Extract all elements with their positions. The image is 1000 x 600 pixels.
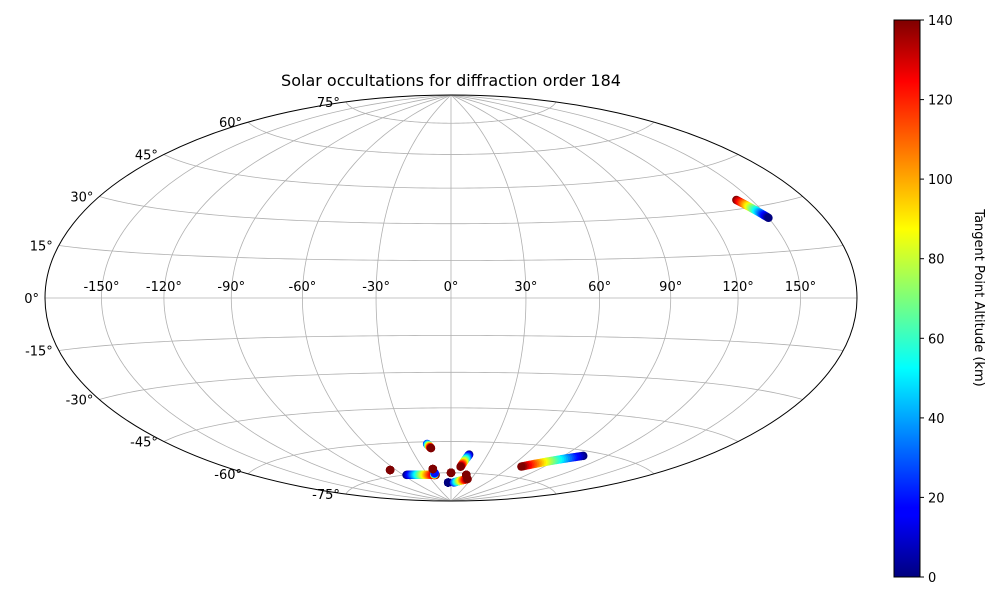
lon-tick-label: 150° [785,280,816,295]
occultation-point [462,470,471,480]
colorbar: 0 20 40 60 80 100 120 140 Tangent Point Altitud… [893,14,986,586]
lon-tick-label: 60° [588,280,611,295]
colorbar-tick-label: 40 [928,412,945,427]
lon-tick-label: -30° [362,280,390,295]
parallel-gridline [247,441,655,475]
parallel-gridline [99,196,803,225]
parallel-gridline [247,121,655,155]
colorbar-tick-label: 80 [928,253,945,268]
colorbar-gradient [893,19,921,578]
parallel-gridline [58,245,844,261]
lat-tick-label: -45° [130,436,158,451]
colorbar-tick-label: 20 [928,491,945,506]
colorbar-ticks: 0 20 40 60 80 100 120 140 [920,14,953,586]
parallel-gridline [99,371,803,400]
graticule [45,95,857,501]
map-outline [44,94,858,502]
lat-tick-label: 15° [30,240,53,255]
occultation-point [428,464,438,474]
lat-tick-label: 60° [219,116,242,131]
lat-tick-label: -15° [25,345,53,360]
hammer-map: -150° -120° -90° -60° -30° 0° 30° 60° 90° 120° 150… [24,94,858,503]
occultation-point [456,462,465,472]
lon-tick-label: 0° [444,280,459,295]
lon-tick-label: 30° [514,280,537,295]
lat-tick-label: -75° [312,488,340,503]
chart-title: Solar occultations for diffraction order… [281,71,621,90]
colorbar-tick-label: 60 [928,332,945,347]
lat-tick-label: 0° [24,292,39,307]
parallel-gridline [345,101,557,124]
occultation-points [385,195,773,487]
lon-tick-label: -120° [146,280,182,295]
lon-tick-label: -60° [289,280,317,295]
lon-tick-label: 90° [659,280,682,295]
occultation-point [426,444,436,453]
occultation-point [764,213,773,223]
colorbar-tick-label: 120 [928,94,953,109]
lat-tick-label: -60° [214,468,242,483]
longitude-tick-labels: -150° -120° -90° -60° -30° 0° 30° 60° 90° 120° 150… [83,280,816,295]
colorbar-label: Tangent Point Altitude (km) [971,208,986,386]
lon-tick-label: 120° [722,280,753,295]
occultation-point [446,468,456,477]
lon-tick-label: -150° [83,280,119,295]
occultation-point [385,465,395,475]
occultation-point [517,462,526,471]
lon-tick-label: -90° [217,280,245,295]
parallel-gridline [163,407,739,442]
latitude-tick-labels: 75° 60° 45° 30° 15° 0° -15° -30° -45° -60° -75° [24,96,340,503]
colorbar-tick-label: 140 [928,14,953,29]
parallel-gridline [58,335,844,351]
colorbar-tick-label: 100 [928,173,953,188]
lat-tick-label: 30° [70,191,93,206]
lat-tick-label: 45° [135,149,158,164]
parallel-gridline [163,154,739,189]
colorbar-tick-label: 0 [928,571,936,586]
lat-tick-label: 75° [317,96,340,111]
lat-tick-label: -30° [66,394,94,409]
